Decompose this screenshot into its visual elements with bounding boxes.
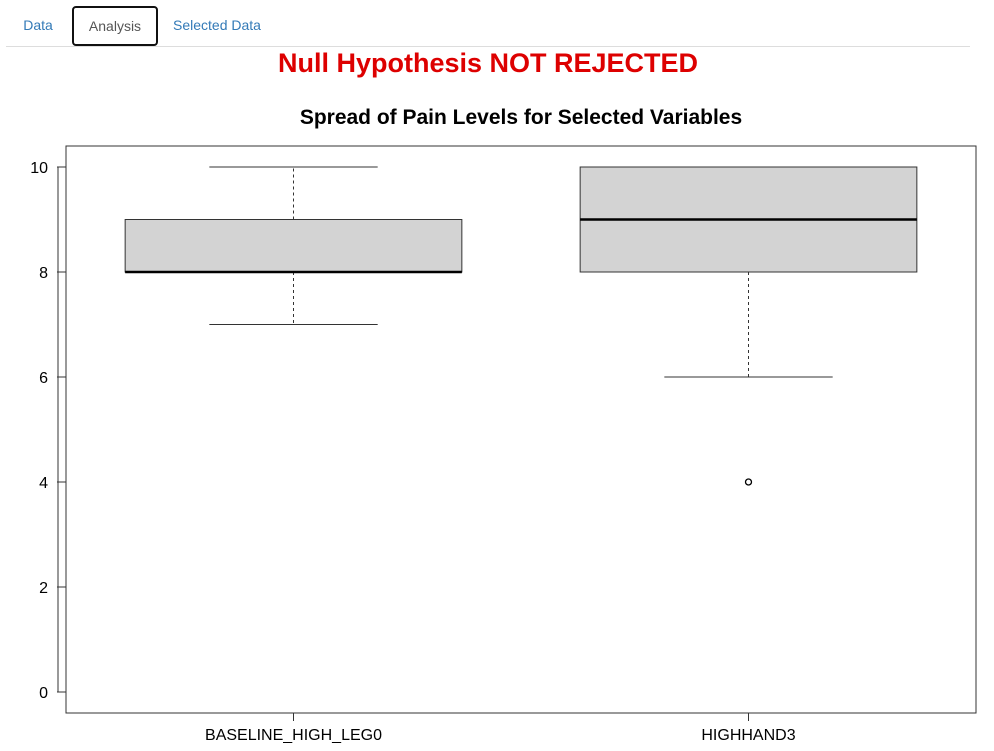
y-axis: 0 2 4 6 8 10 bbox=[30, 160, 66, 702]
box-series bbox=[124, 166, 918, 486]
hypothesis-result: Null Hypothesis NOT REJECTED bbox=[277, 48, 699, 78]
tab-bar: Data Analysis Selected Data bbox=[6, 5, 970, 47]
tab-data[interactable]: Data bbox=[23, 17, 53, 33]
y-tick-label: 10 bbox=[30, 160, 48, 177]
iqr-box bbox=[124, 219, 463, 273]
chart-title: Spread of Pain Levels for Selected Varia… bbox=[300, 106, 742, 129]
y-tick-label: 2 bbox=[39, 580, 48, 597]
tab-analysis[interactable]: Analysis bbox=[72, 6, 158, 46]
y-tick-label: 4 bbox=[39, 475, 48, 492]
y-tick-label: 8 bbox=[39, 265, 48, 282]
plot-frame bbox=[65, 145, 977, 714]
y-tick-label: 6 bbox=[39, 370, 48, 387]
x-tick-label: HIGHHAND3 bbox=[701, 727, 795, 744]
box-1 bbox=[579, 166, 918, 486]
tab-selected-data[interactable]: Selected Data bbox=[173, 17, 261, 33]
x-axis: BASELINE_HIGH_LEG0 HIGHHAND3 bbox=[205, 713, 796, 744]
y-tick-label: 0 bbox=[39, 685, 48, 702]
outlier-point bbox=[744, 478, 753, 486]
x-tick-label: BASELINE_HIGH_LEG0 bbox=[205, 727, 382, 744]
box-0 bbox=[124, 166, 463, 325]
